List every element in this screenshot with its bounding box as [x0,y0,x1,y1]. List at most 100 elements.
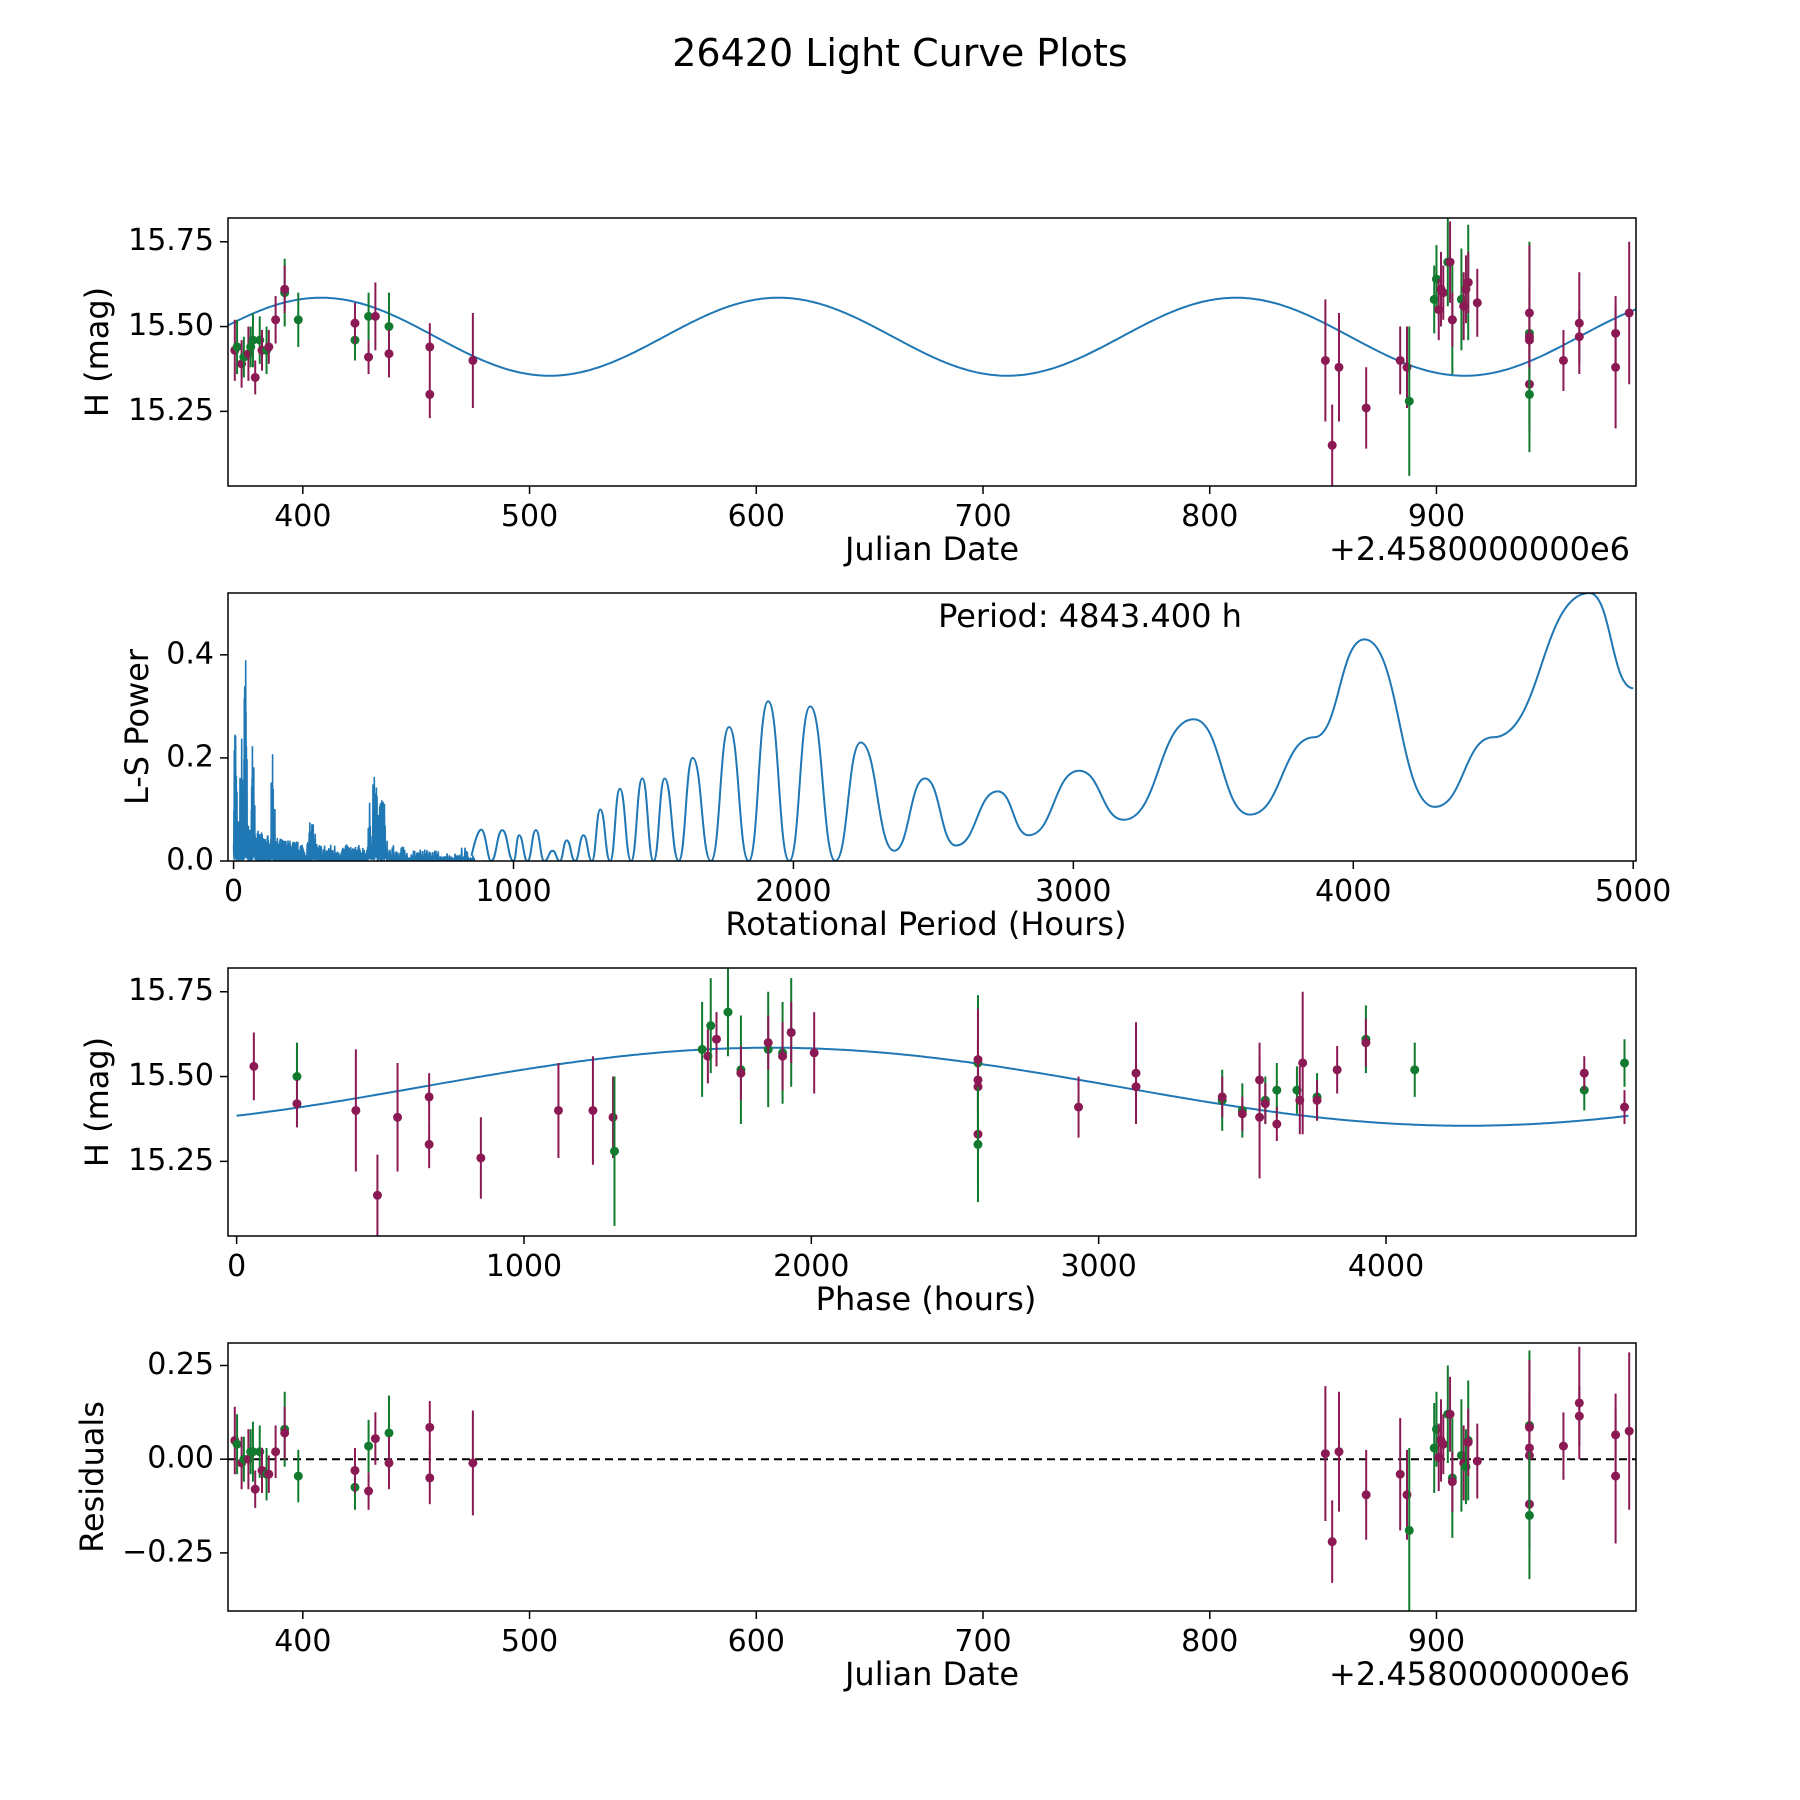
periodogram-x-tick-label: 2000 [755,874,831,909]
phase-data-point [1260,1099,1270,1109]
phase-data-point [1410,1065,1420,1075]
phase-data-point [1620,1102,1630,1112]
residuals-data-point [1611,1471,1621,1481]
phase-data-point [588,1105,598,1115]
residuals-data-point [1320,1449,1330,1459]
periodogram-x-label: Rotational Period (Hours) [725,905,1126,943]
phase-data-point [1272,1085,1282,1095]
phase-data-point [372,1190,382,1200]
residuals-data-point [384,1428,394,1438]
phase-data-point [424,1139,434,1149]
light-curve-x-tick-label: 600 [728,499,785,534]
phase-x-tick-label: 3000 [1060,1249,1136,1284]
residuals-data-point [1404,1525,1414,1535]
residuals-data-point [1327,1537,1337,1547]
light-curve-data-point [1327,440,1337,450]
phase-y-tick-label: 15.50 [128,1058,214,1093]
residuals-x-label: Julian Date [843,1655,1019,1693]
light-curve-data-point [271,315,281,325]
light-curve-y-label: H (mag) [78,287,116,417]
residuals-data-point [370,1434,380,1444]
phase-data-point [809,1048,819,1058]
residuals-y-tick-label: −0.25 [122,1534,214,1569]
periodogram-axes-frame [227,592,1637,862]
light-curve-data-point [384,349,394,359]
residuals-data-point [1524,1510,1534,1520]
phase-data-point [609,1146,619,1156]
residuals-data-point [468,1458,478,1468]
light-curve-data-point [370,311,380,321]
residuals-x-tick-label: 900 [1408,1624,1465,1659]
phase-data-point [1237,1109,1247,1119]
phase-data-point [1074,1102,1084,1112]
light-curve-data-point [280,284,290,294]
phase-data-point [292,1072,302,1082]
residuals-data-point [1574,1411,1584,1421]
light-curve-x-tick-label: 500 [501,499,558,534]
residuals-data-point [293,1471,303,1481]
phase-x-tick-label: 0 [227,1249,246,1284]
light-curve-offset-text: +2.4580000000e6 [1329,530,1630,568]
light-curve-x-tick-label: 800 [1181,499,1238,534]
phase-x-label: Phase (hours) [816,1280,1037,1318]
light-curve-x-tick-label: 700 [954,499,1011,534]
residuals-data-point [350,1465,360,1475]
periodogram-y-label: L-S Power [118,648,156,805]
phase-x-tick-label: 1000 [486,1249,562,1284]
light-curve-panel: 400 500 600 700 800 900 15.25 15.50 15.75 Julian… [78,217,1637,568]
residuals-data-point [1463,1437,1473,1447]
phase-data-point [476,1153,486,1163]
light-curve-data-point [1611,362,1621,372]
phase-data-point [1131,1082,1141,1092]
residuals-data-point [1445,1409,1455,1419]
light-curve-y-tick-label: 15.75 [128,223,214,258]
phase-data-point [1272,1119,1282,1129]
light-curve-data-point [264,342,274,352]
phase-data-point [711,1034,721,1044]
residuals-data-point [1624,1426,1634,1436]
periodogram-y-tick-label: 0.0 [166,843,214,878]
light-curve-data-point [250,372,260,382]
periodogram-x-tick-label: 3000 [1035,874,1111,909]
residuals-x-tick-label: 600 [728,1624,785,1659]
residuals-y-tick-label: 0.25 [147,1347,214,1382]
residuals-data-point [271,1447,281,1457]
residuals-x-tick-label: 400 [274,1624,331,1659]
phase-data-point [973,1139,983,1149]
light-curve-data-point [1445,257,1455,267]
phase-y-tick-label: 15.25 [128,1143,214,1178]
phase-panel: 0 1000 2000 3000 4000 15.25 15.50 15.75 Phase (… [78,967,1637,1318]
phase-data-point [1298,1058,1308,1068]
phase-data-point [553,1105,563,1115]
phase-data-point [778,1051,788,1061]
light-curve-axes-frame [227,217,1637,487]
light-curve-data-point [1558,355,1568,365]
phase-data-point [292,1099,302,1109]
phase-data-point [1217,1092,1227,1102]
light-curve-data-point [1472,298,1482,308]
phase-data-point [1579,1068,1589,1078]
residuals-data-point [364,1441,374,1451]
light-curve-data-point [1438,288,1448,298]
light-curve-data-point [1334,362,1344,372]
periodogram-x-tick-label: 5000 [1595,874,1671,909]
residuals-data-point [1558,1441,1568,1451]
phase-y-tick-label: 15.75 [128,973,214,1008]
phase-data-point [424,1092,434,1102]
phase-data-point [697,1044,707,1054]
phase-data-point [973,1075,983,1085]
light-curve-data-point [1524,335,1534,345]
residuals-data-point [264,1469,274,1479]
light-curve-data-point [364,311,374,321]
phase-axes-frame [227,967,1637,1237]
light-curve-x-label: Julian Date [843,530,1019,568]
residuals-x-tick-label: 800 [1181,1624,1238,1659]
period-annotation: Period: 4843.400 h [938,597,1242,635]
phase-data-point [1361,1038,1371,1048]
residuals-data-point [232,1439,242,1449]
periodogram-x-tick-label: 4000 [1315,874,1391,909]
periodogram-panel: 0 1000 2000 3000 4000 5000 0.0 0.2 0.4 Period: 4… [118,592,1671,943]
residuals-axes-frame [227,1342,1637,1612]
light-curve-data-point [232,342,242,352]
phase-data-point [1312,1095,1322,1105]
